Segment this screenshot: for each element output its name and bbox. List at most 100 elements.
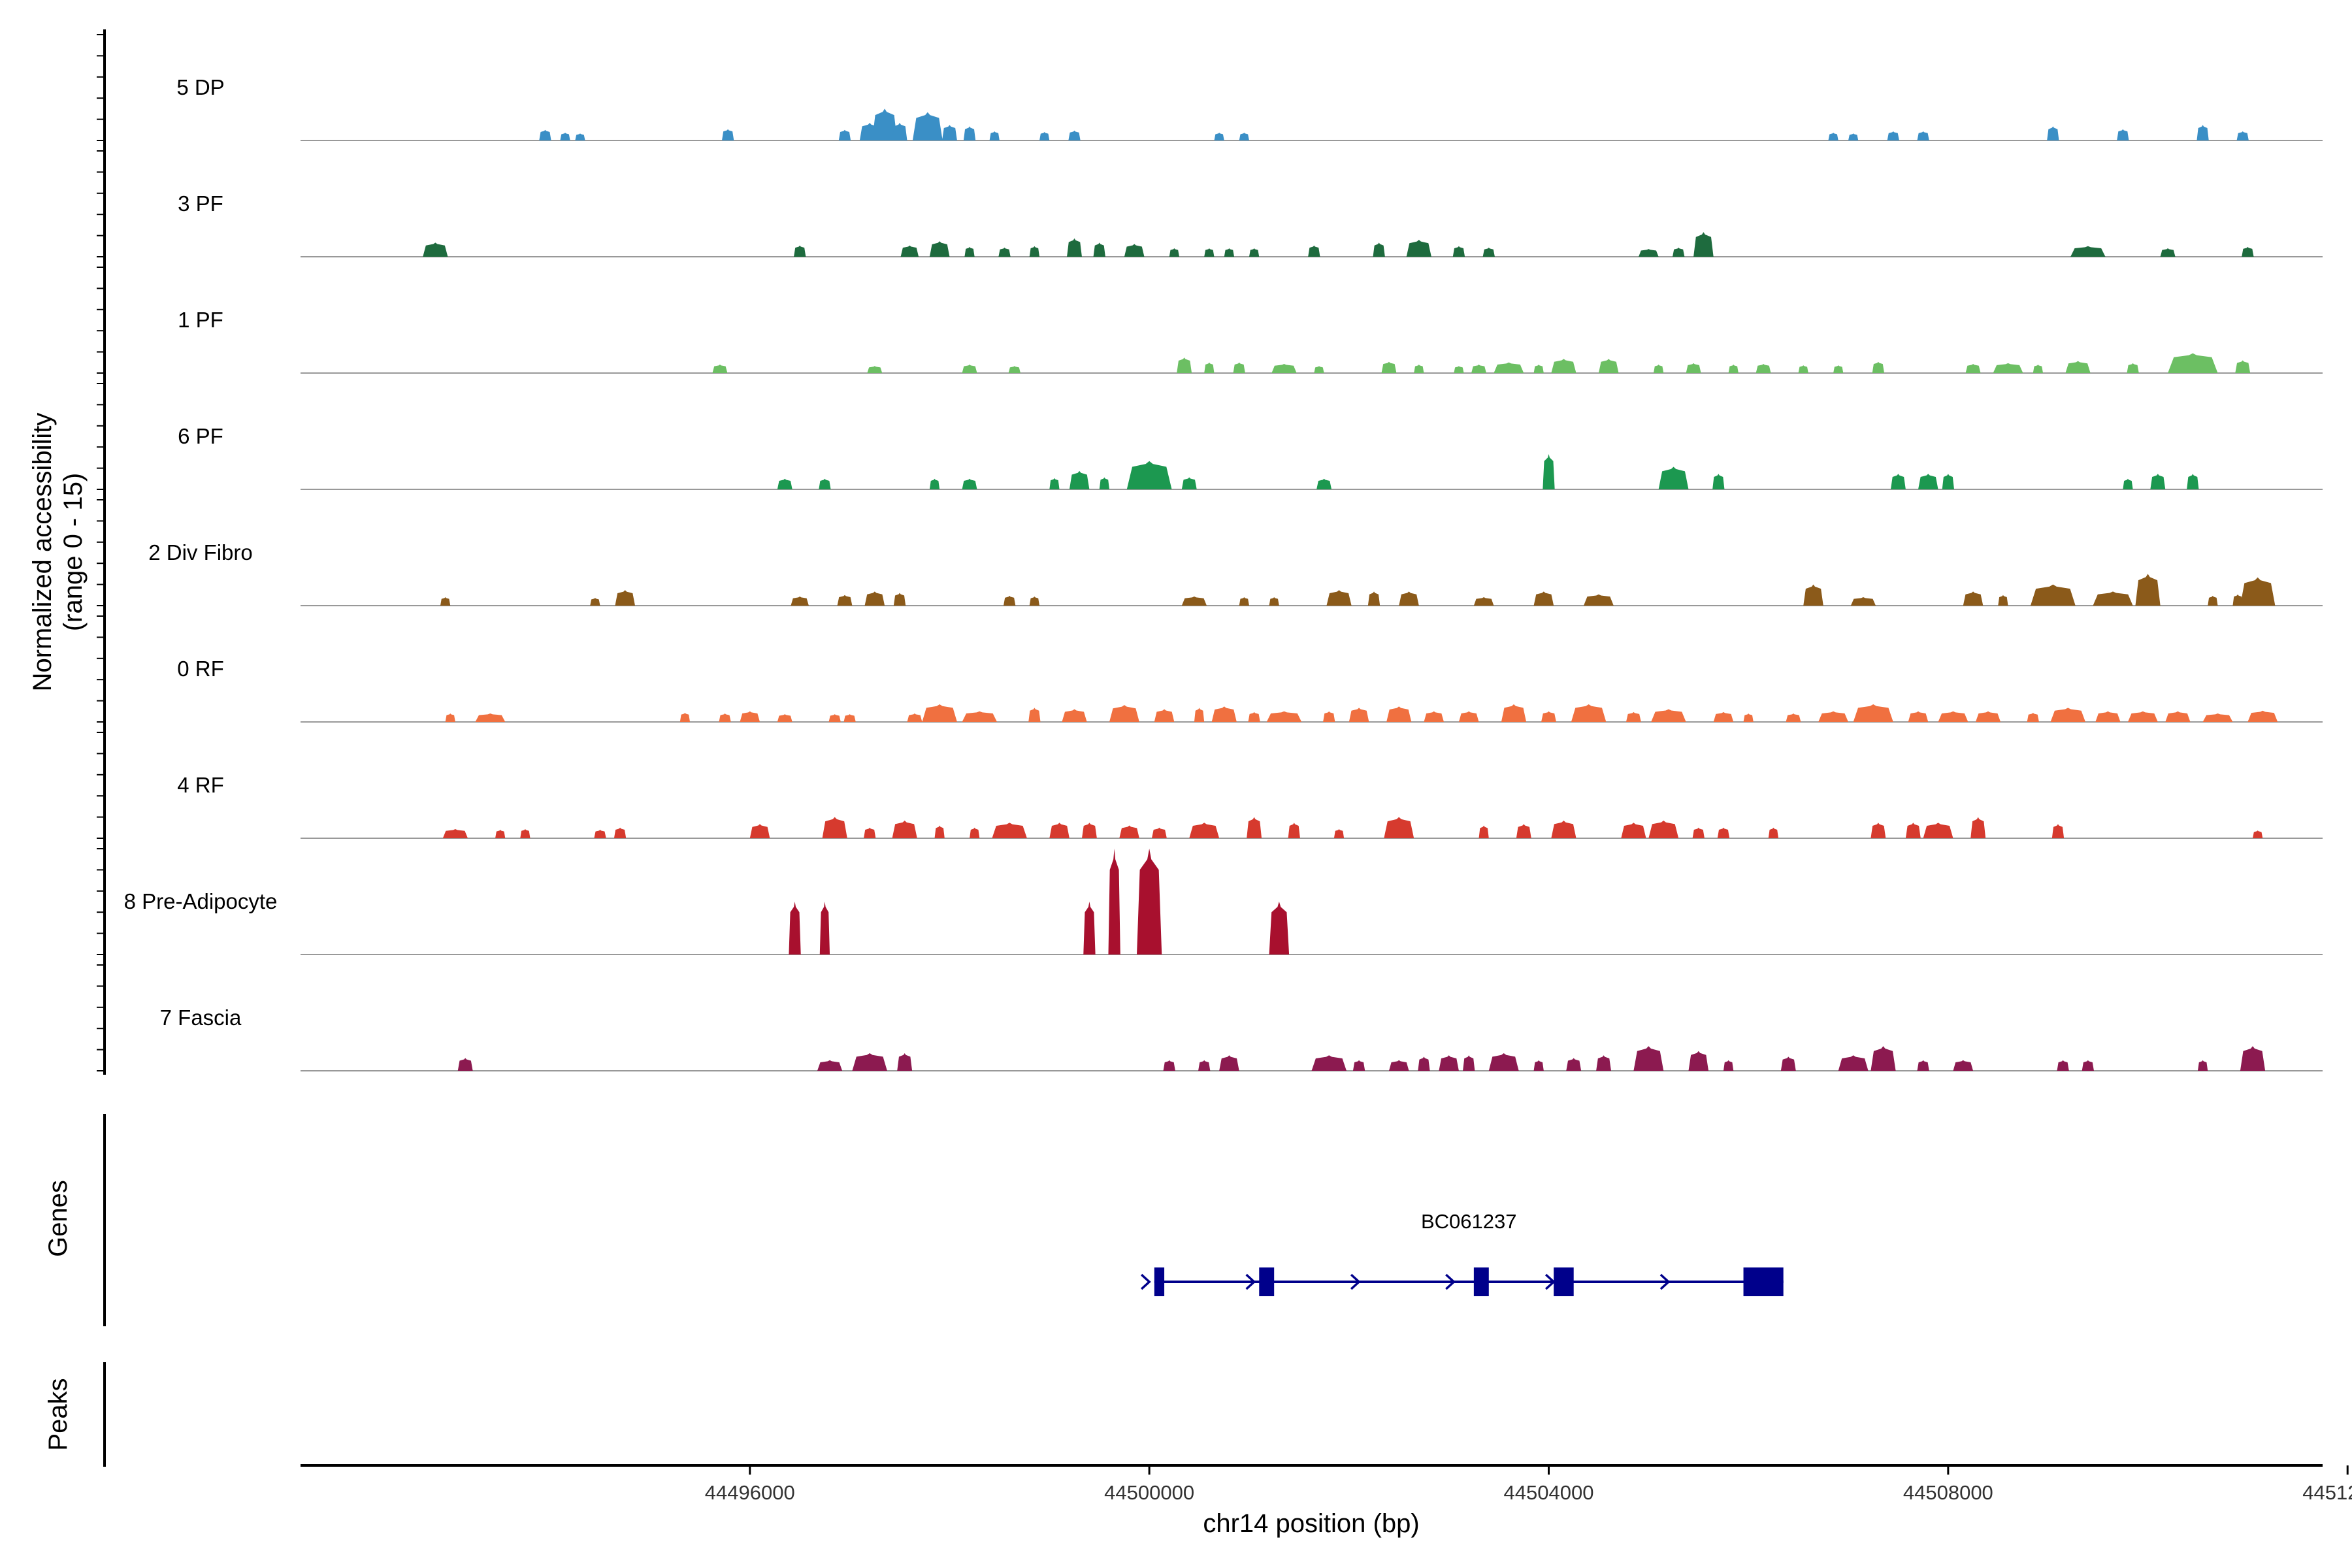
accessibility-peak [1439, 1055, 1459, 1071]
gene-exon [1473, 1267, 1489, 1296]
accessibility-peak [864, 591, 885, 606]
track-6: 0 RF [177, 657, 2323, 723]
accessibility-peak [2070, 246, 2106, 257]
accessibility-peak [1625, 711, 1641, 722]
accessibility-peak [2240, 577, 2276, 606]
accessibility-peak [1452, 246, 1465, 257]
accessibility-peak [615, 590, 636, 606]
accessibility-peak [1890, 474, 1906, 489]
accessibility-peak [1848, 133, 1859, 140]
accessibility-peak [539, 129, 551, 140]
accessibility-peak [1756, 363, 1771, 373]
y-axis-title: Normalized accessibility [28, 413, 57, 692]
accessibility-peak [1214, 133, 1224, 140]
accessibility-peak [1639, 249, 1659, 257]
accessibility-peak [1853, 704, 1893, 722]
accessibility-peak [941, 125, 957, 140]
accessibility-peak [1887, 131, 1899, 140]
accessibility-peak [1049, 823, 1070, 838]
accessibility-peak [457, 1058, 473, 1071]
accessibility-peak [1693, 232, 1714, 257]
accessibility-peak [1204, 362, 1215, 373]
accessibility-peak [2027, 712, 2039, 722]
accessibility-peak [2165, 711, 2191, 722]
accessibility-peak [837, 595, 853, 606]
accessibility-peak [1870, 823, 1886, 838]
accessibility-peak [2127, 363, 2139, 373]
accessibility-peak [1488, 1053, 1519, 1071]
accessibility-peak [1942, 474, 1955, 489]
track-4: 6 PF [178, 424, 2323, 490]
x-tick-label: 44500000 [1104, 1481, 1194, 1504]
accessibility-peak [2235, 360, 2251, 373]
accessibility-peak [1367, 591, 1380, 606]
accessibility-peak [2236, 131, 2249, 140]
accessibility-peak [1970, 817, 1986, 838]
track-label: 4 RF [177, 773, 224, 797]
accessibility-peak [1224, 248, 1235, 257]
accessibility-peak [1870, 1046, 1896, 1071]
accessibility-peak [2208, 595, 2218, 606]
accessibility-peak [1786, 713, 1801, 722]
strand-arrow [1245, 1273, 1256, 1290]
accessibility-peak [1211, 706, 1237, 722]
accessibility-peak [1333, 828, 1345, 838]
accessibility-peak [1099, 477, 1109, 489]
accessibility-peak [963, 126, 976, 140]
accessibility-peak [520, 828, 531, 838]
accessibility-peak [1348, 708, 1369, 722]
accessibility-peak [2093, 591, 2133, 606]
accessibility-peak [2240, 1046, 2266, 1071]
accessibility-peak [822, 817, 847, 838]
accessibility-peak [445, 713, 455, 722]
accessibility-peak [1998, 595, 2008, 606]
accessibility-peak [1458, 711, 1479, 722]
coverage-tracks: 5 DP 3 PF 1 PF 6 PF 2 Div Fibro 0 RF 4 RF 8 Pre… [124, 75, 2323, 1071]
accessibility-peak [1151, 827, 1167, 838]
accessibility-peak [2150, 474, 2166, 489]
accessibility-peak [495, 830, 506, 838]
accessibility-peak [2197, 125, 2209, 140]
accessibility-peak [1551, 821, 1576, 838]
accessibility-peak [912, 112, 943, 140]
gene-exon [1743, 1267, 1784, 1296]
accessibility-peak [892, 821, 917, 838]
accessibility-peak [423, 242, 448, 257]
x-tick-label: 44504000 [1504, 1481, 1594, 1504]
accessibility-peak [2050, 708, 2086, 722]
accessibility-peak [1541, 711, 1556, 722]
accessibility-peak [1239, 133, 1249, 140]
accessibility-peak [1189, 823, 1220, 838]
accessibility-peak [1081, 823, 1097, 838]
strand-arrow [1140, 1273, 1151, 1290]
accessibility-peak [1177, 357, 1192, 373]
accessibility-peak [2127, 711, 2158, 722]
gene-exon [1259, 1267, 1275, 1296]
accessibility-peak [1198, 1060, 1211, 1071]
accessibility-peak [1728, 365, 1739, 373]
accessibility-peak [1326, 590, 1352, 606]
accessibility-peak [560, 133, 570, 140]
accessibility-peak [817, 1060, 843, 1071]
accessibility-peak [1917, 131, 1929, 140]
accessibility-peak [1384, 817, 1414, 838]
accessibility-peak [1083, 902, 1096, 955]
accessibility-peak [1953, 1060, 1974, 1071]
accessibility-peak [1373, 242, 1385, 257]
accessibility-peak [1248, 711, 1260, 722]
accessibility-peak [1163, 1060, 1175, 1071]
accessibility-peak [594, 830, 606, 838]
accessibility-peak [1169, 248, 1179, 257]
genes-track-label: Genes [44, 1180, 73, 1257]
accessibility-peak [962, 478, 977, 489]
accessibility-peak [1126, 461, 1172, 489]
accessibility-peak [2232, 594, 2243, 606]
accessibility-peak [992, 823, 1027, 838]
accessibility-peak [1533, 1060, 1544, 1071]
accessibility-peak [1723, 1060, 1734, 1071]
x-axis: 44496000 44500000 44504000 44508000 44512000 [301, 1464, 2352, 1504]
accessibility-peak [1571, 704, 1607, 722]
accessibility-peak [2065, 361, 2091, 373]
accessibility-peak [970, 827, 980, 838]
accessibility-peak [2033, 365, 2044, 373]
